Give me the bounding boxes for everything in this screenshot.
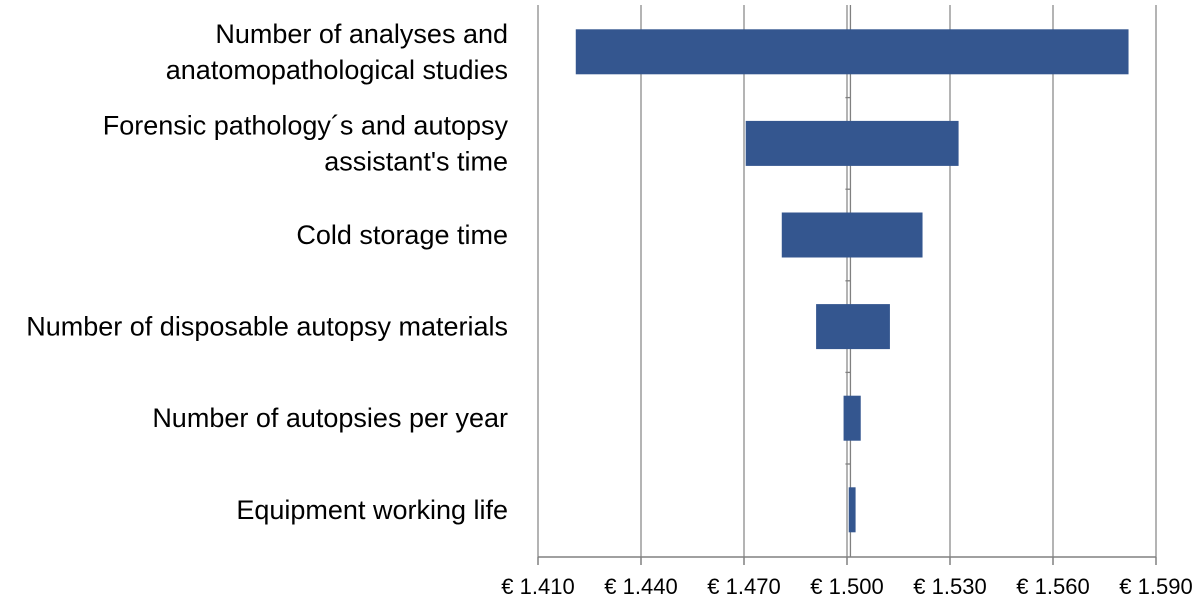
category-labels: Number of analyses and anatomopathologica… xyxy=(26,19,508,525)
bars xyxy=(575,29,1129,533)
bar xyxy=(745,120,959,166)
category-label: Equipment working life xyxy=(236,495,508,525)
x-tick-label: € 1.530 xyxy=(913,574,986,599)
category-label: Cold storage time xyxy=(296,220,508,250)
category-label: anatomopathological studies xyxy=(166,55,508,85)
bar xyxy=(848,487,856,533)
x-tick-label: € 1.470 xyxy=(707,574,780,599)
x-tick-label: € 1.440 xyxy=(604,574,677,599)
x-tick-label: € 1.590 xyxy=(1119,574,1192,599)
x-tick-label: € 1.500 xyxy=(810,574,883,599)
bar xyxy=(816,304,890,350)
gridlines xyxy=(537,5,1157,557)
x-tick-label: € 1.560 xyxy=(1016,574,1089,599)
bar xyxy=(575,29,1129,75)
category-label: Number of disposable autopsy materials xyxy=(26,312,508,342)
category-label: assistant's time xyxy=(324,146,508,176)
bar xyxy=(843,395,861,441)
bar xyxy=(781,212,923,258)
x-axis: € 1.410 € 1.440 € 1.470 € 1.500 € 1.530 € 1.5… xyxy=(501,556,1193,599)
category-label: Number of analyses and xyxy=(215,19,508,49)
category-label: Number of autopsies per year xyxy=(152,403,508,433)
x-tick-label: € 1.410 xyxy=(501,574,574,599)
category-label: Forensic pathology´s and autopsy xyxy=(103,110,509,140)
